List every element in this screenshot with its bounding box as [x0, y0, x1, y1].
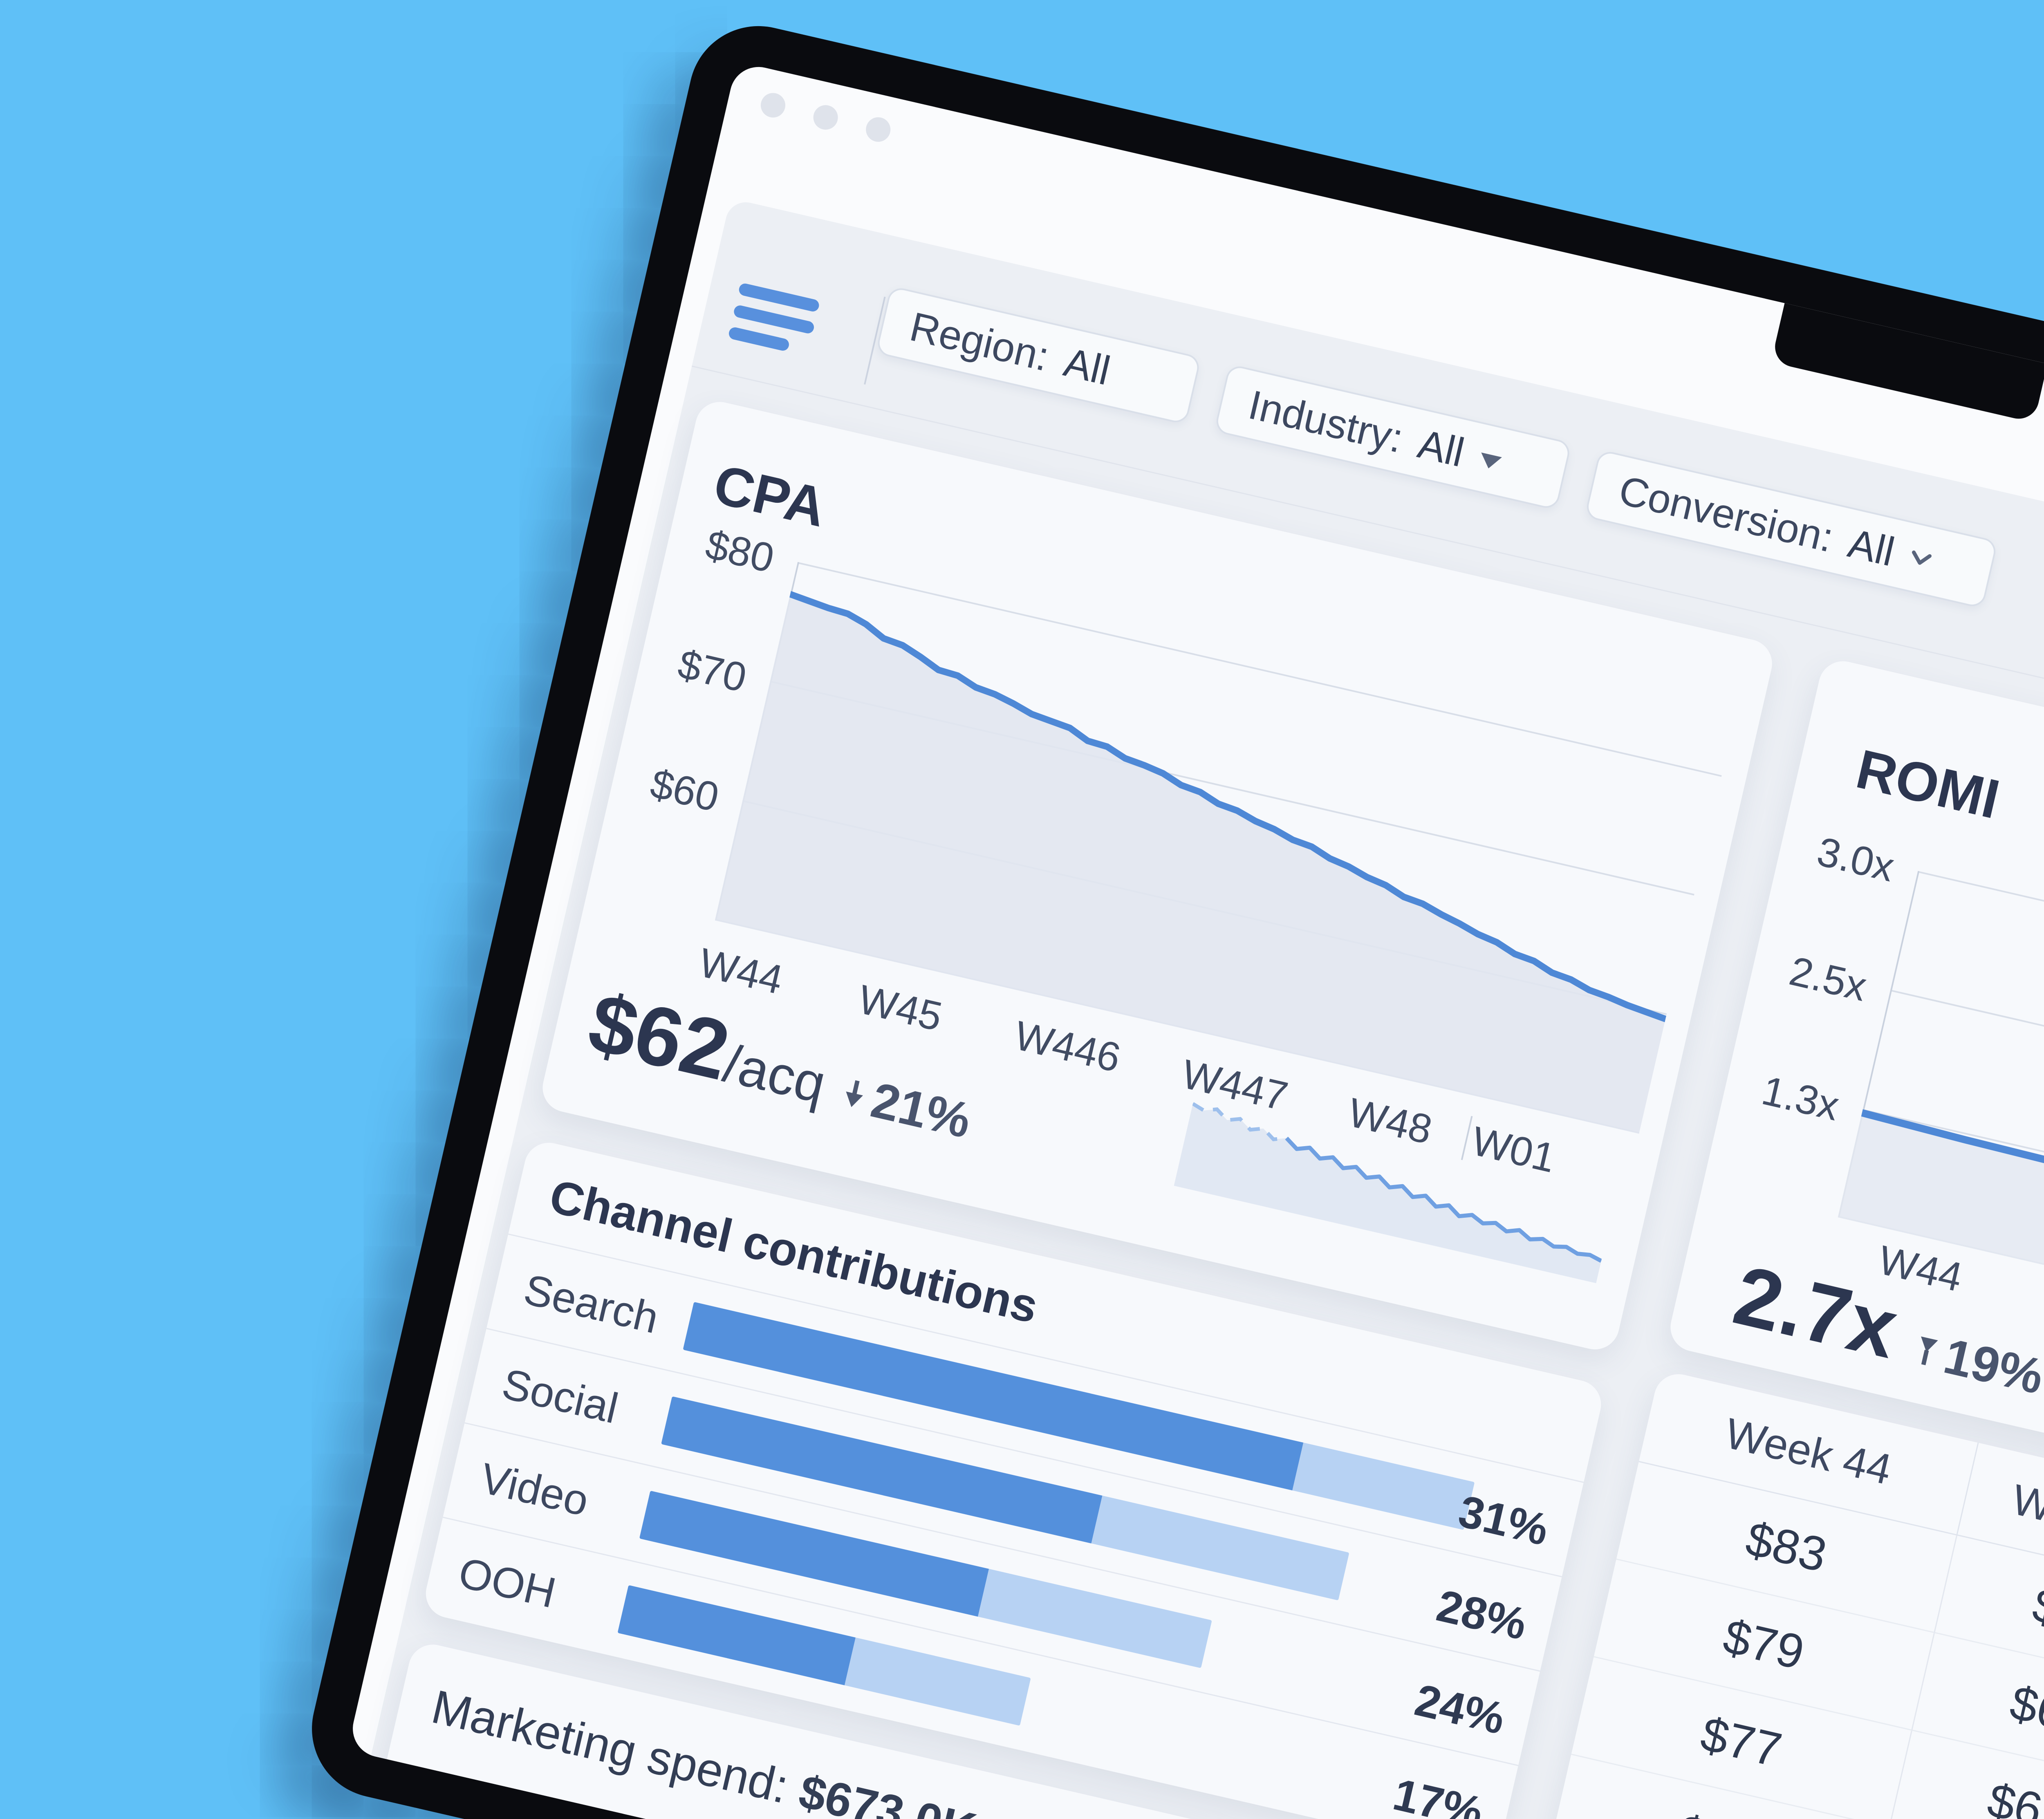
cpa-metric-value: $62 — [580, 975, 738, 1098]
romi-card: ROMI 3.0x 2.5x 1.3x W44Week 50Week 50Wee… — [1665, 656, 2044, 1644]
romi-ytick: 2.5x — [1785, 948, 1871, 1010]
channel-label: Search — [520, 1265, 663, 1343]
arrow-down-icon — [846, 1080, 863, 1107]
cpa-metric-row: $62/acq 21% — [580, 974, 984, 1156]
romi-ytick: 3.0x — [1813, 828, 1899, 891]
cpa-ytick: $80 — [702, 521, 778, 582]
cpa-xtick: W44 — [695, 939, 787, 1003]
cpa-ytick: $70 — [674, 641, 751, 701]
cpa-ytick: $60 — [646, 760, 723, 821]
romi-title: ROMI — [1851, 737, 2005, 831]
cpa-card: CPA $80 $70 $60 W44 W45 W446 W447 W48 W01 $62… — [538, 397, 1777, 1355]
laptop-frame: Region: All Industry: All Conversion: Al… — [298, 12, 2044, 1819]
channel-percent: 17% — [1388, 1769, 1488, 1819]
traffic-light-icon[interactable] — [863, 114, 893, 144]
cpa-line-chart — [715, 562, 1722, 1134]
chevron-down-icon — [1912, 550, 1932, 565]
romi-metric-row: 2.7x 19% — [1726, 1247, 2044, 1412]
romi-delta: 19% — [1907, 1320, 2044, 1405]
toolbar: Region: All Industry: All Conversion: Al… — [692, 198, 2044, 917]
browser-window: Region: All Industry: All Conversion: Al… — [347, 61, 2044, 1819]
spend-value: $673.0K — [794, 1764, 981, 1819]
dashboard-app: Region: All Industry: All Conversion: Al… — [347, 198, 2044, 1819]
romi-line-chart — [1838, 871, 2044, 1453]
channel-label: Social — [498, 1360, 623, 1433]
channel-label: OOH — [454, 1548, 560, 1617]
hamburger-menu-icon[interactable] — [725, 282, 824, 370]
channel-label: Video — [476, 1454, 593, 1526]
filter-value: All — [1060, 339, 1115, 394]
filter-label: Conversion: — [1615, 467, 1838, 561]
romi-ytick: 1.3x — [1757, 1067, 1844, 1129]
filter-value: All — [1414, 421, 1469, 476]
cpa-xtick: W45 — [854, 976, 946, 1040]
camera-notch — [1771, 303, 2044, 423]
cpa-metric-suffix: /acq — [718, 1033, 831, 1115]
cpa-xtick: W446 — [1010, 1012, 1125, 1081]
cpa-sparkline — [1174, 1102, 1602, 1284]
industry-filter[interactable]: Industry: All — [1214, 363, 1572, 511]
cpa-delta: 21% — [835, 1064, 976, 1149]
spend-label: Marketing spend: — [427, 1680, 793, 1814]
conversion-filter[interactable]: Conversion: All — [1584, 449, 1998, 609]
arrow-up-icon — [1921, 1336, 1939, 1365]
traffic-light-icon[interactable] — [758, 90, 788, 120]
region-filter[interactable]: Region: All — [875, 285, 1202, 425]
bar-tail-segment — [844, 1638, 1031, 1726]
triangle-down-icon — [1478, 452, 1502, 471]
traffic-light-icon[interactable] — [811, 103, 840, 132]
filter-label: Region: — [905, 303, 1053, 380]
filter-label: Industry: — [1244, 381, 1407, 461]
filter-value: All — [1844, 520, 1899, 575]
